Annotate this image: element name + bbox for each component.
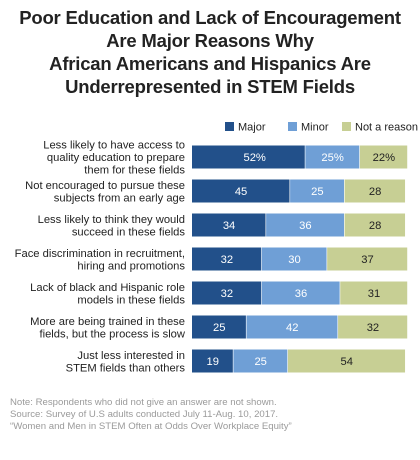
data-label-6-2: 42 xyxy=(286,322,298,334)
category-label-7-line-2: STEM fields than others xyxy=(66,362,186,374)
bar-segment-7-2 xyxy=(233,349,288,373)
data-label-5-2: 36 xyxy=(295,288,307,300)
data-label-3-3: 28 xyxy=(369,220,381,232)
data-label-5-1: 32 xyxy=(221,288,233,300)
data-label-7-3: 54 xyxy=(341,356,353,368)
category-label-1-line-2: quality education to prepare xyxy=(47,152,185,164)
chart-notes: Note: Respondents who did not give an an… xyxy=(10,397,415,433)
category-label-6-line-2: fields, but the process is slow xyxy=(39,328,185,340)
category-label-2-line-2: subjects from an early age xyxy=(54,192,185,204)
data-label-3-1: 34 xyxy=(223,220,235,232)
title-line-3: African Americans and Hispanics Are xyxy=(49,53,371,74)
bar-segment-2-3 xyxy=(344,179,406,203)
data-label-1-1: 52% xyxy=(243,152,265,164)
bar-segment-7-1 xyxy=(192,349,233,373)
bar-segment-2-1 xyxy=(192,179,290,203)
category-label-6-line-1: More are being trained in these xyxy=(30,316,185,328)
title-line-1: Poor Education and Lack of Encouragement xyxy=(19,7,401,28)
bar-segment-3-1 xyxy=(192,213,266,237)
category-label-2-line-1: Not encouraged to pursue these xyxy=(25,180,185,192)
data-label-1-3: 22% xyxy=(373,152,395,164)
bar-segment-5-2 xyxy=(261,281,340,305)
category-label-1-line-1: Less likely to have access to xyxy=(43,140,185,152)
legend-swatch-3 xyxy=(342,122,351,131)
legend-swatch-2 xyxy=(288,122,297,131)
bar-segment-6-2 xyxy=(246,315,338,339)
category-label-7-line-1: Just less interested in xyxy=(77,350,185,362)
data-label-3-2: 36 xyxy=(299,220,311,232)
legend-label-3: Not a reason xyxy=(355,122,418,134)
bar-segment-7-3 xyxy=(287,349,406,373)
bar-segment-4-1 xyxy=(192,247,262,271)
data-label-4-2: 30 xyxy=(288,254,300,266)
data-label-7-2: 25 xyxy=(254,356,266,368)
note-respondents: Note: Respondents who did not give an an… xyxy=(10,397,277,408)
legend-swatch-1 xyxy=(225,122,234,131)
note-report-title: “Women and Men in STEM Often at Odds Ove… xyxy=(10,421,292,432)
note-source: Source: Survey of U.S adults conducted J… xyxy=(10,409,279,420)
bar-segment-4-2 xyxy=(261,247,327,271)
data-label-2-3: 28 xyxy=(369,186,381,198)
bar-segment-5-1 xyxy=(192,281,262,305)
category-label-5-line-2: models in these fields xyxy=(77,294,185,306)
bar-segment-1-1 xyxy=(192,145,305,169)
legend-label-2: Minor xyxy=(301,122,329,134)
bar-segment-1-3 xyxy=(359,145,408,169)
data-label-5-3: 31 xyxy=(368,288,380,300)
data-label-4-3: 37 xyxy=(361,254,373,266)
bar-segment-6-3 xyxy=(338,315,408,339)
title-line-2: Are Major Reasons Why xyxy=(106,30,314,51)
category-label-3-line-1: Less likely to think they would xyxy=(38,214,185,226)
data-label-6-3: 32 xyxy=(367,322,379,334)
category-label-3-line-2: succeed in these fields xyxy=(72,226,186,238)
title-line-4: Underrepresented in STEM Fields xyxy=(65,76,355,97)
chart-title: Poor Education and Lack of Encouragement… xyxy=(0,6,420,98)
data-label-2-2: 25 xyxy=(311,186,323,198)
bar-segment-4-3 xyxy=(327,247,408,271)
data-label-2-1: 45 xyxy=(235,186,247,198)
data-label-4-1: 32 xyxy=(221,254,233,266)
bar-segment-5-3 xyxy=(340,281,408,305)
data-label-7-1: 19 xyxy=(206,356,218,368)
bar-segment-6-1 xyxy=(192,315,246,339)
bar-segment-3-3 xyxy=(344,213,406,237)
bar-segment-1-2 xyxy=(305,145,360,169)
category-label-1-line-3: them for these fields xyxy=(84,165,185,177)
bar-segment-3-2 xyxy=(266,213,344,237)
category-label-5-line-1: Lack of black and Hispanic role xyxy=(30,282,185,294)
data-label-6-1: 25 xyxy=(213,322,225,334)
category-label-4-line-1: Face discrimination in recruitment, xyxy=(15,248,185,260)
legend-label-1: Major xyxy=(238,122,266,134)
category-label-4-line-2: hiring and promotions xyxy=(77,260,185,272)
bar-segment-2-2 xyxy=(290,179,344,203)
data-label-1-2: 25% xyxy=(321,152,343,164)
